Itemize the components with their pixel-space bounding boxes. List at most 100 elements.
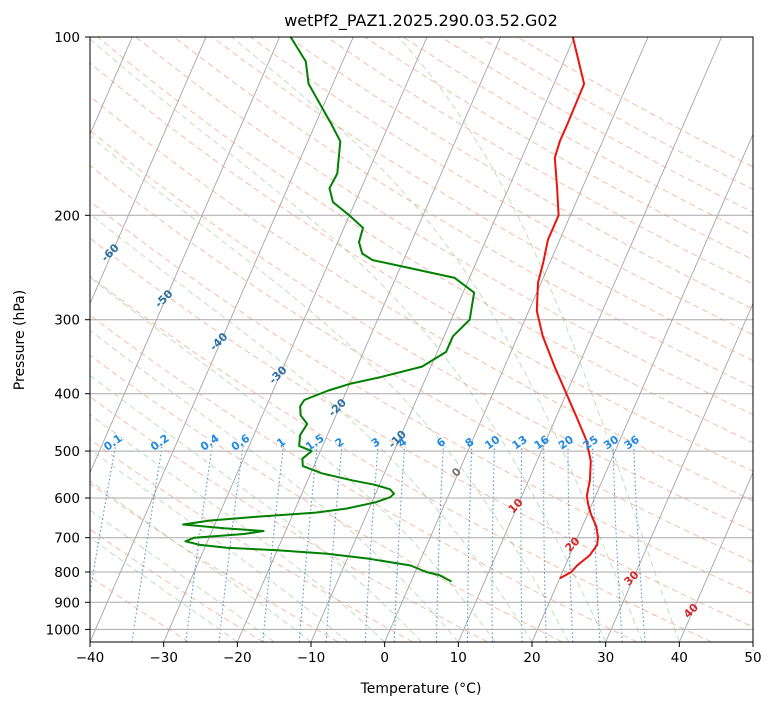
y-tick-label: 600 bbox=[54, 491, 80, 507]
dry-adiabat-line bbox=[90, 62, 753, 472]
isotherm-label: -80 bbox=[0, 155, 12, 178]
isotherm-line bbox=[0, 37, 59, 642]
plot-frame bbox=[89, 36, 754, 643]
warm-isotherm-label: 40 bbox=[681, 601, 701, 621]
mixing-ratio-label: 2 bbox=[333, 435, 347, 450]
dry-adiabat-line bbox=[90, 95, 753, 502]
dry-adiabat-line bbox=[90, 575, 190, 642]
isotherm-label: -60 bbox=[99, 241, 122, 264]
y-tick-label: 100 bbox=[54, 30, 80, 46]
mixing-ratio-line bbox=[592, 445, 601, 642]
mixing-ratio-line bbox=[467, 445, 473, 642]
moist-adiabat-line bbox=[90, 413, 386, 642]
grid-layer bbox=[0, 37, 753, 642]
mixing-ratio-line bbox=[262, 445, 284, 642]
warm-isotherm-label: 10 bbox=[506, 496, 526, 516]
moist-adiabat-line bbox=[90, 38, 607, 642]
dry-adiabat-line bbox=[479, 37, 753, 190]
mixing-ratio-line bbox=[491, 445, 495, 642]
x-tick-label: −20 bbox=[223, 650, 252, 666]
isotherm-line bbox=[90, 37, 207, 305]
dry-adiabat-line bbox=[288, 37, 753, 310]
y-tick-label: 200 bbox=[54, 208, 80, 224]
moist-adiabat-line bbox=[90, 329, 459, 642]
y-tick-label: 1000 bbox=[46, 622, 80, 638]
mixing-ratio-line bbox=[520, 445, 523, 642]
mixing-ratio-label: 6 bbox=[434, 435, 448, 450]
x-axis-label: Temperature (°C) bbox=[360, 681, 482, 697]
isotherm-line bbox=[384, 37, 649, 642]
mixing-ratio-line bbox=[90, 445, 116, 596]
mixing-ratio-line bbox=[612, 445, 623, 642]
mixing-ratio-line bbox=[393, 445, 406, 642]
isotherm-line bbox=[605, 302, 753, 642]
dry-adiabat-line bbox=[90, 237, 753, 628]
moist-adiabat-line bbox=[90, 213, 533, 642]
y-axis-label: Pressure (hPa) bbox=[12, 290, 28, 390]
dry-adiabat-line bbox=[97, 37, 753, 444]
dry-adiabat-line bbox=[211, 37, 753, 362]
moist-adiabat-line bbox=[90, 276, 496, 642]
mixing-ratio-label: 0.2 bbox=[148, 432, 171, 454]
moist-adiabat-line bbox=[90, 135, 570, 642]
mixing-ratio-label: 1 bbox=[274, 435, 288, 450]
dry-adiabat-line bbox=[440, 37, 753, 213]
y-tick-label: 900 bbox=[54, 595, 80, 611]
mixing-ratio-line bbox=[325, 445, 343, 642]
x-tick-label: −40 bbox=[76, 650, 105, 666]
mixing-ratio-line bbox=[364, 445, 379, 642]
isotherm-label: -50 bbox=[152, 287, 175, 310]
freezing-isotherm-label: 0 bbox=[449, 465, 464, 480]
profile-layer bbox=[182, 37, 599, 583]
isotherm-line bbox=[678, 471, 753, 642]
mixing-ratio-label: 10 bbox=[482, 433, 502, 453]
mixing-ratio-line bbox=[633, 445, 646, 642]
dry-adiabat-line bbox=[90, 396, 488, 642]
mixing-ratio-label: 16 bbox=[532, 433, 552, 453]
mixing-ratio-label: 8 bbox=[463, 435, 477, 450]
dry-adiabat-line bbox=[90, 314, 638, 642]
y-tick-label: 800 bbox=[54, 565, 80, 581]
dry-adiabat-line bbox=[90, 200, 753, 595]
isotherm-line bbox=[163, 37, 428, 642]
mixing-ratio-label: 3 bbox=[369, 435, 383, 450]
dry-adiabat-line bbox=[326, 37, 753, 285]
mixing-ratio-label: 0.4 bbox=[198, 432, 222, 454]
mixing-ratio-line bbox=[567, 445, 574, 642]
mixing-ratio-line bbox=[435, 445, 444, 642]
x-tick-label: 20 bbox=[523, 650, 540, 666]
x-tick-label: −30 bbox=[149, 650, 178, 666]
moist-adiabat-line bbox=[90, 509, 275, 642]
x-tick-label: 30 bbox=[597, 650, 614, 666]
dry-adiabat-line bbox=[90, 482, 339, 642]
y-axis: 100 200 300 400 500 600 700 800 900 1000 bbox=[46, 30, 90, 638]
isotherm-label: -40 bbox=[207, 330, 230, 353]
mixing-ratio-label: 1.5 bbox=[303, 432, 326, 454]
warm-isotherm-label: 30 bbox=[622, 568, 642, 588]
mixing-ratio-label: 36 bbox=[622, 433, 642, 453]
dry-adiabat-line bbox=[517, 37, 753, 168]
mixing-ratio-line bbox=[185, 445, 213, 642]
mixing-ratio-label: 0.6 bbox=[229, 432, 253, 454]
x-tick-label: 50 bbox=[744, 650, 761, 666]
moist-adiabat-line bbox=[231, 37, 643, 642]
x-tick-label: 40 bbox=[671, 650, 688, 666]
mixing-ratio-line bbox=[131, 445, 163, 642]
moist-adiabat-line bbox=[90, 374, 422, 642]
isotherm-line bbox=[752, 640, 753, 642]
mixing-ratio-line bbox=[543, 445, 547, 642]
temperature-profile-line bbox=[535, 37, 599, 580]
x-tick-label: 0 bbox=[380, 650, 389, 666]
isotherm-line bbox=[90, 37, 280, 474]
dry-adiabat-line bbox=[90, 354, 563, 642]
mixing-ratio-line bbox=[298, 445, 318, 642]
y-tick-label: 300 bbox=[54, 313, 80, 329]
isotherm-line bbox=[531, 133, 753, 642]
mixing-ratio-label: 20 bbox=[556, 433, 576, 453]
mixing-ratio-label: 30 bbox=[601, 433, 621, 453]
y-tick-label: 400 bbox=[54, 387, 80, 403]
dry-adiabat-line bbox=[250, 37, 753, 336]
dry-adiabat-line bbox=[90, 164, 753, 563]
isobar-grid bbox=[90, 37, 753, 630]
